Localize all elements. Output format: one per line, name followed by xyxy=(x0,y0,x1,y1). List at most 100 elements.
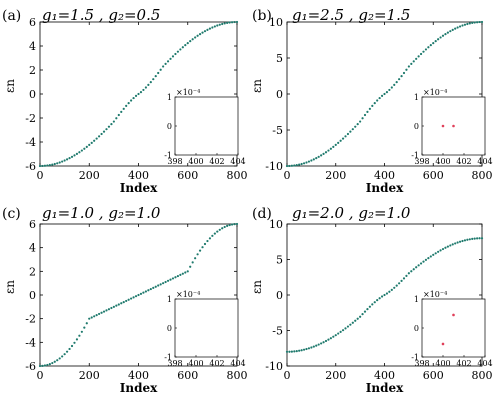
data-point xyxy=(427,257,430,260)
data-point xyxy=(211,26,214,29)
data-point xyxy=(424,258,428,261)
data-point xyxy=(201,246,204,249)
data-point xyxy=(38,364,42,368)
data-point xyxy=(290,164,293,167)
inset-y-tick-label: -1 xyxy=(164,151,172,160)
data-point xyxy=(98,312,101,316)
x-tick-label: 400 xyxy=(128,369,149,382)
inset-scale-label: ×10⁻⁴ xyxy=(176,290,200,299)
data-point xyxy=(169,278,172,281)
x-tick-label: 0 xyxy=(37,369,44,382)
data-point xyxy=(356,317,359,320)
data-point xyxy=(307,347,311,350)
data-point xyxy=(181,46,184,49)
data-point xyxy=(198,249,202,252)
data-point xyxy=(334,334,337,337)
data-point xyxy=(390,288,393,291)
data-point xyxy=(363,113,367,117)
data-point xyxy=(73,154,76,157)
data-point xyxy=(186,41,189,45)
data-point xyxy=(449,30,452,33)
data-point xyxy=(181,272,184,275)
data-point xyxy=(218,23,221,26)
inset-frame xyxy=(421,298,486,358)
data-point xyxy=(130,99,133,102)
data-point xyxy=(110,306,113,310)
data-point xyxy=(233,20,236,24)
data-point xyxy=(288,350,291,353)
data-point xyxy=(368,107,371,110)
data-point xyxy=(337,332,340,335)
y-tick-label: -5 xyxy=(272,325,283,338)
y-tick-label: 6 xyxy=(29,16,36,29)
y-tick-label: -10 xyxy=(265,160,283,173)
data-point xyxy=(230,223,234,226)
data-point xyxy=(300,162,303,166)
data-point xyxy=(154,75,157,78)
data-point xyxy=(78,334,81,337)
y-tick-label: 6 xyxy=(29,218,36,231)
data-point xyxy=(302,162,306,165)
data-point xyxy=(176,50,179,53)
data-point xyxy=(393,83,396,86)
inset-y-tick-label: -1 xyxy=(411,353,419,362)
data-point xyxy=(315,157,318,160)
x-tick-label: 0 xyxy=(37,169,44,182)
data-point xyxy=(38,164,42,168)
data-point xyxy=(149,80,152,84)
y-tick-label: 2 xyxy=(29,265,36,278)
x-axis-label: Index xyxy=(366,181,404,195)
data-point xyxy=(110,123,113,126)
data-point xyxy=(388,290,391,293)
data-point xyxy=(371,303,374,306)
panel-label: (b) xyxy=(252,8,272,24)
x-tick-label: 600 xyxy=(423,169,444,182)
inset-x-tick-label: 398 xyxy=(414,359,429,368)
data-point xyxy=(359,315,362,318)
y-axis-label: εn xyxy=(250,280,264,294)
data-point xyxy=(211,234,214,237)
data-point xyxy=(147,83,150,86)
x-tick-label: 400 xyxy=(128,169,149,182)
inset-x-tick-label: 404 xyxy=(230,359,245,368)
data-point xyxy=(327,149,330,152)
x-tick-label: 400 xyxy=(374,169,395,182)
data-point xyxy=(480,20,484,24)
data-point xyxy=(341,329,345,332)
data-point xyxy=(68,347,71,351)
data-point xyxy=(305,161,308,164)
data-point xyxy=(461,239,464,243)
inset: 398 400 402 404 -1 0 1 ×10⁻⁴ xyxy=(411,88,492,166)
inset-y-tick-label: 1 xyxy=(167,93,172,102)
data-point xyxy=(51,163,54,166)
data-point xyxy=(228,223,231,227)
data-point xyxy=(112,305,115,308)
inset-point xyxy=(452,313,455,317)
data-point xyxy=(337,141,340,144)
data-point xyxy=(157,284,160,287)
data-point xyxy=(378,96,381,100)
data-point xyxy=(295,350,298,353)
inset-y-tick-label: 0 xyxy=(167,324,172,333)
data-point xyxy=(142,291,145,294)
data-point xyxy=(144,86,147,89)
data-point xyxy=(93,139,96,142)
data-point xyxy=(398,78,401,81)
data-point xyxy=(159,283,162,286)
data-point xyxy=(288,164,291,168)
y-tick-label: -5 xyxy=(272,124,283,137)
data-point xyxy=(376,299,379,302)
data-point xyxy=(349,323,352,326)
data-point xyxy=(390,86,393,89)
data-point xyxy=(320,154,323,157)
data-point xyxy=(134,94,138,97)
data-point xyxy=(95,137,98,140)
data-point xyxy=(176,274,179,278)
inset-scale-label: ×10⁻⁴ xyxy=(423,88,447,97)
y-axis-label: εn xyxy=(3,280,17,294)
data-point xyxy=(162,282,165,285)
inset-y-tick-label: 1 xyxy=(167,295,172,304)
data-point xyxy=(48,363,51,366)
data-point xyxy=(157,71,160,75)
